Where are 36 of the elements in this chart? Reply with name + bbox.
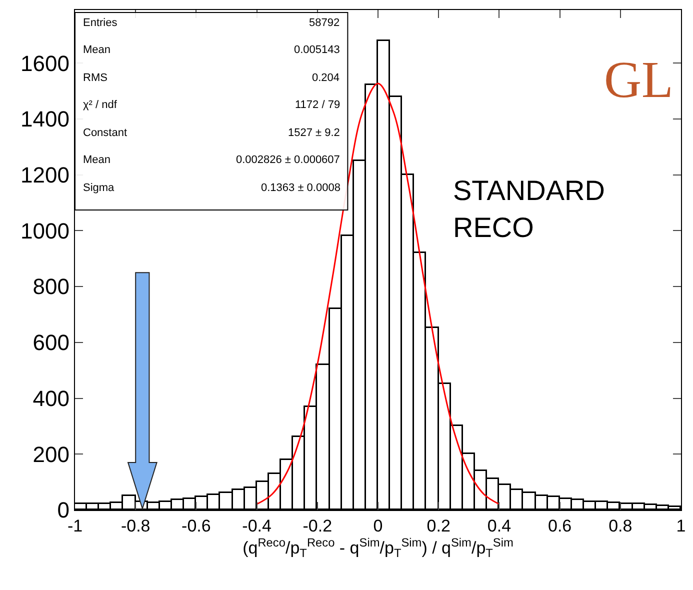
x-tick-label: 0 — [373, 516, 383, 536]
annotation: Entries — [83, 17, 118, 29]
x-tick-label: 0.4 — [487, 516, 512, 536]
annotation: 1527 ± 9.2 — [288, 127, 340, 139]
annotation: 0.002826 ± 0.000607 — [236, 154, 340, 166]
x-tick-label: 1 — [676, 516, 686, 536]
x-tick-label: -0.6 — [182, 516, 211, 536]
x-tick-label: -1 — [67, 516, 83, 536]
x-tick-label: 0.2 — [426, 516, 450, 536]
y-tick-label: 1200 — [20, 162, 70, 188]
annotation: RECO — [453, 212, 534, 243]
y-tick-label: 800 — [32, 274, 70, 300]
annotation: Constant — [83, 127, 128, 139]
y-tick-label: 200 — [32, 442, 70, 467]
annotation: RMS — [83, 72, 108, 84]
annotation: GL — [604, 52, 674, 109]
annotation: χ² / ndf — [83, 99, 118, 111]
y-tick-label: 600 — [32, 330, 70, 356]
annotation: 0.005143 — [294, 44, 340, 56]
y-tick-label: 400 — [32, 386, 70, 411]
y-tick-label: 1600 — [20, 50, 70, 76]
annotation: Mean — [83, 44, 111, 56]
y-tick-label: 1400 — [20, 106, 70, 132]
x-tick-label: 0.6 — [548, 516, 572, 536]
y-tick-label: 1000 — [20, 218, 70, 244]
annotation: 58792 — [309, 17, 340, 29]
annotation: Sigma — [83, 182, 116, 194]
x-tick-label: -0.8 — [120, 516, 150, 536]
annotation: Mean — [83, 154, 111, 166]
x-tick-label: -0.4 — [242, 516, 272, 536]
x-tick-label: -0.2 — [302, 516, 332, 536]
annotation: STANDARD — [453, 175, 605, 206]
annotation: 1172 / 79 — [295, 99, 340, 111]
x-tick-label: 0.8 — [608, 516, 632, 536]
annotation: 0.1363 ± 0.0008 — [261, 182, 340, 194]
annotation: 0.204 — [312, 72, 340, 84]
